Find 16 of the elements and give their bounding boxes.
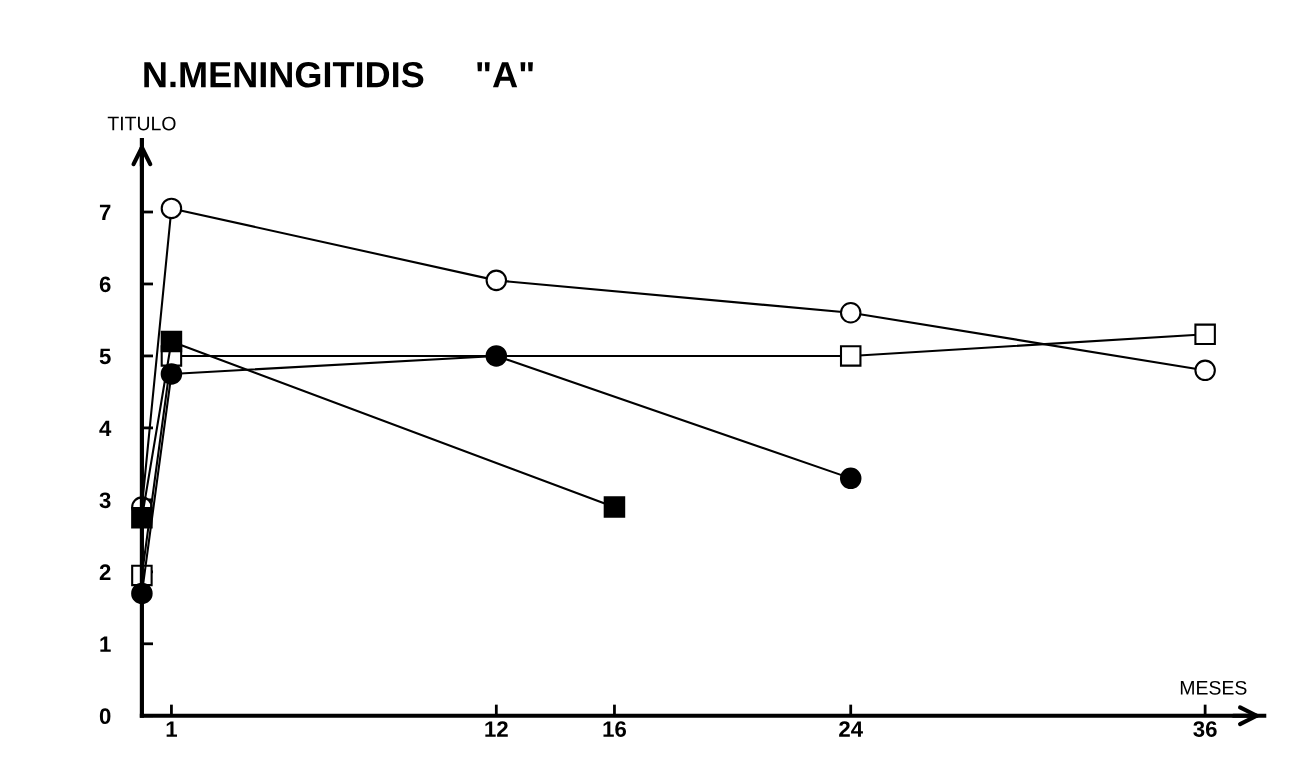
y-tick-label: 2 bbox=[99, 564, 111, 580]
x-tick-label: 16 bbox=[603, 721, 626, 737]
y-tick-label: 7 bbox=[99, 204, 111, 221]
y-tick-label: 6 bbox=[99, 276, 111, 293]
y-axis-title: TITULO bbox=[107, 116, 176, 131]
y-tick-label: 0 bbox=[99, 708, 111, 725]
x-tick-label: 12 bbox=[485, 721, 508, 737]
x-tick-label: 24 bbox=[839, 721, 863, 737]
y-tick-label: 5 bbox=[99, 348, 111, 365]
x-axis-title: MESES bbox=[1180, 680, 1247, 695]
y-tick-label: 1 bbox=[100, 636, 111, 652]
y-tick-label: 4 bbox=[99, 420, 112, 436]
x-tick-label: 1 bbox=[166, 721, 177, 737]
x-tick-label: 36 bbox=[1193, 721, 1217, 737]
chart-title: N.MENINGITIDIS "A" bbox=[144, 61, 533, 88]
y-tick-label: 3 bbox=[99, 492, 111, 509]
